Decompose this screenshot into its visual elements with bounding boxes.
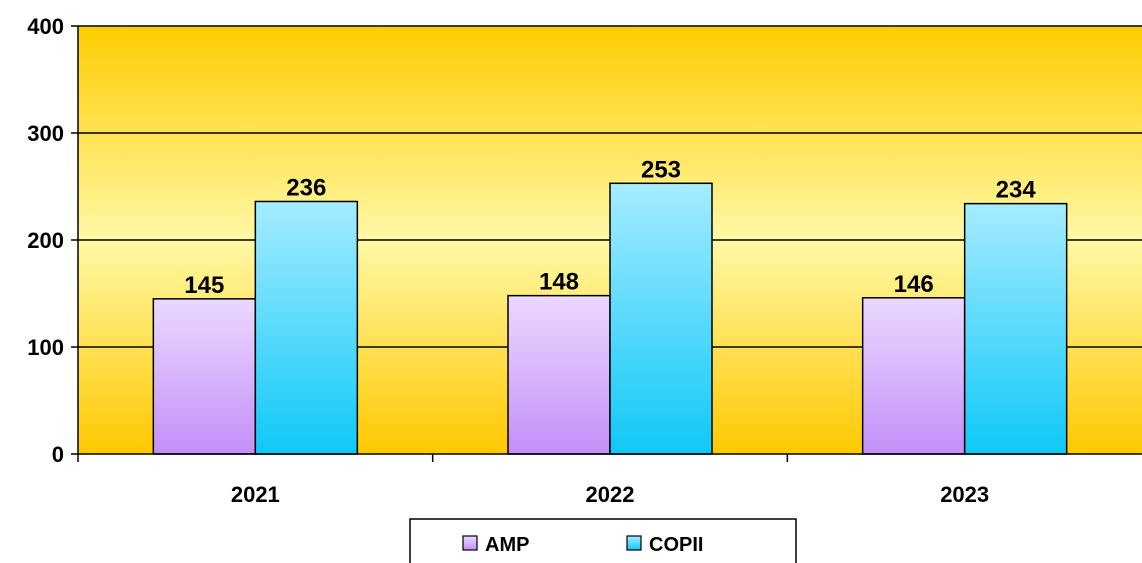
bars: [152, 182, 1068, 455]
y-tick-label-100: 100: [27, 335, 64, 360]
bar-amp-2022: [507, 294, 611, 455]
legend-swatch-copii: [626, 535, 642, 551]
bar-amp-2021: [152, 298, 257, 455]
legend: AMP COPII: [409, 518, 797, 563]
x-tick-label-2021: 2021: [231, 482, 280, 507]
legend-swatch-amp: [462, 535, 478, 551]
bar-copii-2021: [254, 200, 359, 455]
data-label-copii-2021: 236: [286, 174, 326, 201]
x-tick-label-2022: 2022: [586, 482, 635, 507]
data-label-copii-2023: 234: [996, 177, 1037, 204]
y-tick-label-0: 0: [52, 442, 64, 467]
bar-copii-2023: [963, 202, 1068, 455]
data-label-amp-2023: 146: [894, 271, 934, 298]
bar-copii-2022: [609, 182, 713, 455]
bar-amp-2023: [861, 297, 966, 455]
y-tick-label-300: 300: [27, 121, 64, 146]
data-label-amp-2021: 145: [184, 272, 224, 299]
legend-label-copii: COPII: [649, 534, 703, 556]
labels: 145 236 148 253 146 234: [184, 156, 1036, 299]
data-label-amp-2022: 148: [539, 269, 579, 296]
axes: 0 100 200 300 400 2021 2022 2023: [27, 14, 1142, 507]
data-label-copii-2022: 253: [641, 156, 681, 183]
y-tick-label-400: 400: [27, 14, 64, 39]
x-tick-label-2023: 2023: [940, 482, 989, 507]
y-tick-label-200: 200: [27, 228, 64, 253]
legend-label-amp: AMP: [485, 534, 529, 556]
legend-box: [409, 518, 797, 563]
